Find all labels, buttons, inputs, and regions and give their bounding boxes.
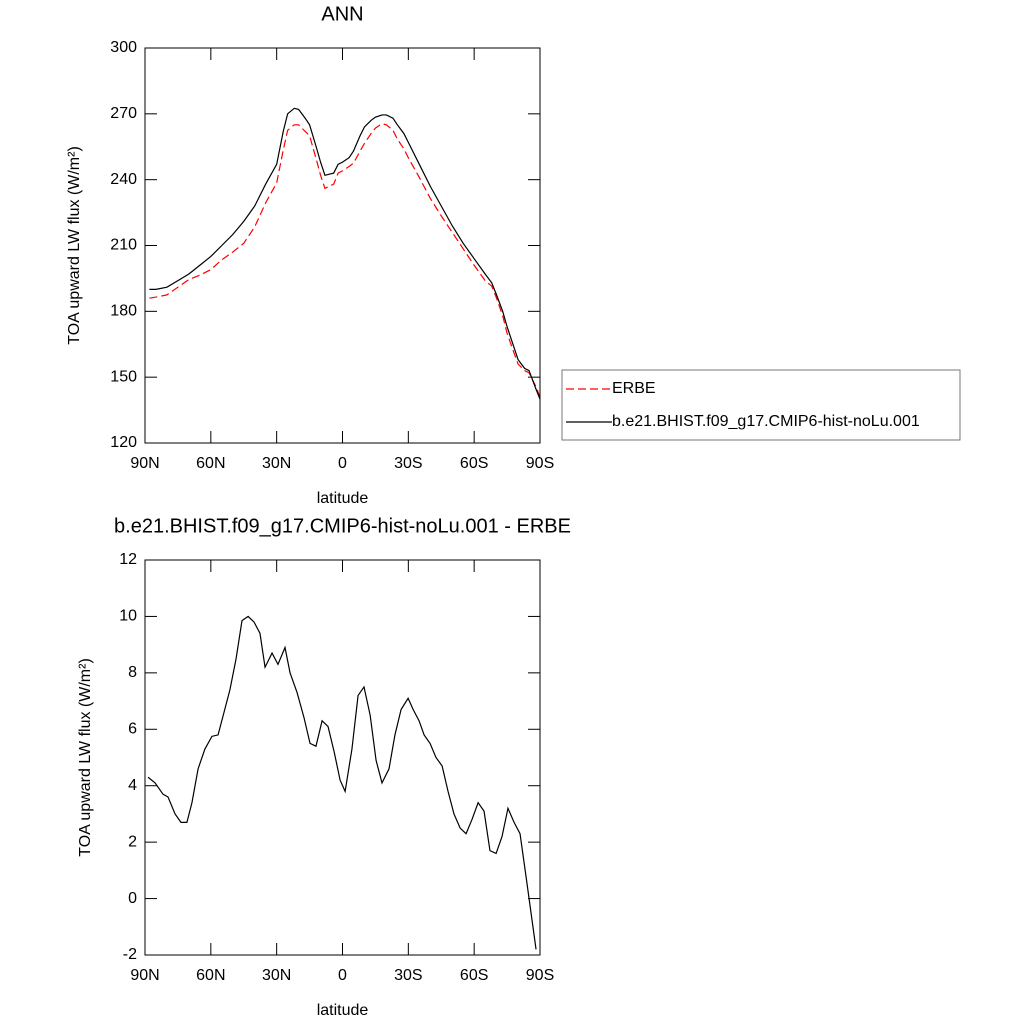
y-tick-label: 240	[110, 171, 137, 188]
x-tick-label: 60S	[460, 455, 488, 472]
data-line	[149, 123, 541, 398]
y-tick-label: -2	[123, 946, 137, 963]
x-tick-label: 90S	[526, 967, 554, 984]
data-line	[149, 107, 541, 400]
x-tick-label: 30N	[262, 455, 291, 472]
y-tick-label: 2	[128, 833, 137, 850]
y-tick-label: 6	[128, 721, 137, 738]
x-tick-label: 60N	[196, 455, 225, 472]
x-tick-label: 30S	[394, 455, 422, 472]
y-tick-label: 8	[128, 664, 137, 681]
y-tick-label: 4	[128, 777, 137, 794]
x-tick-label: 0	[338, 967, 347, 984]
y-tick-label: 150	[110, 368, 137, 385]
x-tick-label: 0	[338, 455, 347, 472]
y-axis-label: TOA upward LW flux (W/m²)	[66, 146, 83, 345]
x-tick-label: 90S	[526, 455, 554, 472]
legend-label: b.e21.BHIST.f09_g17.CMIP6-hist-noLu.001	[612, 413, 920, 430]
y-tick-label: 270	[110, 105, 137, 122]
plot-frame	[144, 559, 541, 956]
x-tick-label: 60N	[196, 967, 225, 984]
y-tick-label: 210	[110, 237, 137, 254]
y-tick-label: 120	[110, 434, 137, 451]
y-tick-label: 300	[110, 39, 137, 56]
legend-box	[561, 369, 961, 441]
x-tick-label: 60S	[460, 967, 488, 984]
x-axis-label: latitude	[317, 1002, 369, 1019]
legend: ERBE b.e21.BHIST.f09_g17.CMIP6-hist-noLu.…	[561, 369, 961, 441]
x-axis-label: latitude	[317, 490, 369, 507]
y-tick-label: 0	[128, 890, 137, 907]
y-tick-label: 10	[119, 608, 137, 625]
plot-frame	[144, 47, 541, 444]
chart-title: b.e21.BHIST.f09_g17.CMIP6-hist-noLu.001 …	[114, 515, 571, 537]
x-tick-label: 30N	[262, 967, 291, 984]
chart-title: ANN	[321, 3, 363, 25]
data-line	[147, 615, 537, 950]
x-tick-label: 30S	[394, 967, 422, 984]
y-tick-label: 180	[110, 303, 137, 320]
y-axis-label: TOA upward LW flux (W/m²)	[77, 658, 94, 857]
x-tick-label: 90N	[130, 967, 159, 984]
legend-label: ERBE	[612, 380, 656, 397]
y-tick-label: 12	[119, 551, 137, 568]
x-tick-label: 90N	[130, 455, 159, 472]
